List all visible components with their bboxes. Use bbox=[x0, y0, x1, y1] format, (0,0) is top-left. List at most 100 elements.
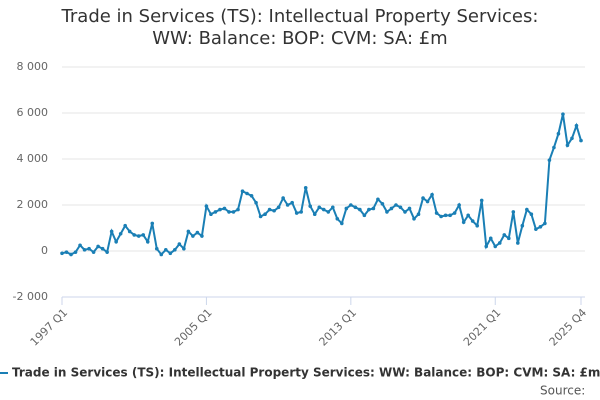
point bbox=[294, 211, 299, 215]
point bbox=[240, 189, 245, 193]
point bbox=[186, 229, 191, 234]
x-tick-label: 1997 Q1 bbox=[28, 306, 71, 349]
point bbox=[525, 207, 529, 212]
chart-title: Trade in Services (TS): Intellectual Pro… bbox=[61, 6, 539, 49]
legend-label: Trade in Services (TS): Intellectual Pro… bbox=[12, 366, 600, 380]
point bbox=[434, 211, 439, 215]
point bbox=[358, 207, 362, 212]
point bbox=[497, 241, 502, 245]
point bbox=[570, 136, 574, 141]
point bbox=[470, 219, 475, 223]
x-tick-label: 2013 Q1 bbox=[317, 306, 360, 349]
point bbox=[73, 250, 78, 254]
point bbox=[502, 233, 507, 237]
point bbox=[87, 246, 91, 251]
point bbox=[254, 200, 258, 205]
point bbox=[227, 210, 231, 214]
point bbox=[132, 233, 137, 237]
point bbox=[109, 229, 114, 234]
point bbox=[538, 225, 543, 229]
point bbox=[267, 207, 272, 212]
point bbox=[321, 207, 326, 212]
point bbox=[353, 205, 358, 210]
point bbox=[561, 112, 565, 116]
point bbox=[493, 244, 498, 249]
point bbox=[344, 206, 349, 211]
point bbox=[394, 203, 398, 207]
point bbox=[182, 246, 186, 251]
point bbox=[376, 197, 380, 202]
point bbox=[425, 199, 430, 204]
point bbox=[506, 236, 511, 241]
point bbox=[82, 248, 87, 252]
point bbox=[258, 214, 263, 219]
point bbox=[416, 212, 421, 216]
point bbox=[164, 248, 168, 252]
point bbox=[430, 192, 434, 197]
point bbox=[421, 196, 425, 200]
point bbox=[511, 210, 516, 214]
point bbox=[96, 244, 100, 249]
point bbox=[303, 185, 308, 190]
series-line bbox=[61, 113, 582, 256]
point bbox=[362, 213, 367, 218]
point bbox=[534, 227, 538, 231]
point bbox=[141, 233, 146, 237]
point bbox=[308, 204, 313, 208]
point bbox=[272, 208, 276, 213]
y-tick-label: 0 bbox=[41, 244, 48, 257]
point bbox=[389, 206, 394, 211]
point bbox=[200, 234, 204, 238]
y-tick-label: 4 000 bbox=[17, 152, 49, 165]
point bbox=[466, 213, 470, 218]
point bbox=[78, 243, 82, 248]
point bbox=[547, 158, 552, 162]
point bbox=[127, 229, 132, 234]
point bbox=[245, 191, 249, 196]
point bbox=[407, 206, 412, 211]
point bbox=[168, 251, 173, 256]
y-tick-label: 8 000 bbox=[17, 60, 49, 73]
x-tick-label: 2021 Q1 bbox=[461, 306, 504, 349]
point bbox=[177, 242, 182, 246]
point bbox=[516, 241, 520, 245]
y-tick-label: -2 000 bbox=[13, 290, 48, 303]
point bbox=[123, 223, 127, 228]
y-tick-label: 6 000 bbox=[17, 106, 49, 119]
point bbox=[552, 145, 556, 150]
point bbox=[118, 231, 123, 236]
point bbox=[448, 213, 452, 218]
point bbox=[461, 220, 466, 225]
point bbox=[579, 138, 583, 143]
point bbox=[222, 206, 227, 211]
point bbox=[276, 205, 281, 210]
point bbox=[488, 236, 493, 241]
x-tick-label: 2025 Q4 bbox=[547, 306, 590, 349]
point bbox=[529, 212, 534, 216]
point bbox=[335, 217, 340, 221]
point bbox=[299, 210, 303, 214]
point bbox=[340, 221, 344, 226]
point bbox=[380, 202, 385, 206]
point bbox=[479, 198, 484, 203]
point bbox=[312, 212, 317, 216]
point bbox=[452, 211, 457, 215]
point bbox=[326, 210, 331, 214]
point bbox=[412, 217, 416, 221]
point bbox=[105, 250, 109, 254]
point bbox=[439, 214, 443, 219]
point bbox=[349, 203, 353, 207]
point bbox=[385, 210, 389, 214]
point bbox=[317, 205, 322, 210]
point bbox=[367, 207, 371, 212]
x-tick-label: 2005 Q1 bbox=[172, 306, 215, 349]
point bbox=[195, 230, 200, 235]
point bbox=[330, 205, 335, 210]
point bbox=[263, 212, 267, 216]
point bbox=[457, 203, 461, 207]
source: Source: bbox=[540, 384, 585, 398]
point bbox=[136, 234, 141, 238]
point bbox=[145, 240, 150, 244]
